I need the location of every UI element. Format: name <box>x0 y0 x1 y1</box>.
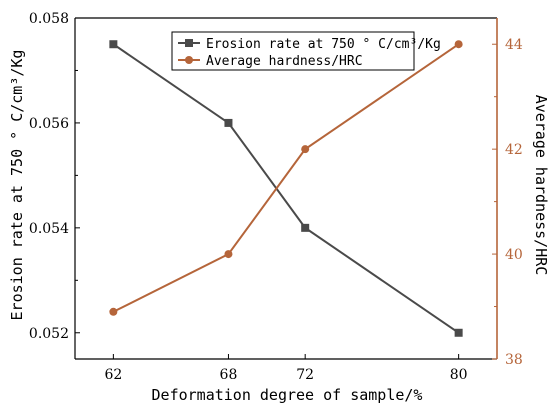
series-line-erosion-rate <box>112 43 460 334</box>
y-right-tick-label: 38 <box>505 352 523 368</box>
legend-box <box>171 31 415 71</box>
x-axis-label: Deformation degree of sample/% <box>152 386 423 404</box>
hardness-point <box>224 250 233 259</box>
left-axis: 0.052 0.054 0.056 0.058 <box>29 11 80 342</box>
x-tick-label: 80 <box>450 367 468 383</box>
x-tick-label: 72 <box>296 367 314 383</box>
y-left-axis-label: Erosion rate at 750 ° C/cm³/Kg <box>8 50 26 321</box>
erosion-rate-point <box>109 40 118 49</box>
erosion-rate-point <box>224 118 233 127</box>
legend-label: Erosion rate at 750 ° C/cm³/Kg <box>206 37 441 52</box>
legend-circle-marker <box>185 56 193 64</box>
erosion-rate-point <box>301 223 310 232</box>
y-right-tick-label: 40 <box>505 247 523 263</box>
hardness-point <box>109 307 118 316</box>
legend-label: Average hardness/HRC <box>206 54 363 69</box>
y-left-tick-label: 0.058 <box>29 11 69 27</box>
series-layer <box>109 40 463 337</box>
bottom-axis: 62 68 72 80 <box>104 354 468 383</box>
plot-frame <box>74 17 498 360</box>
y-right-tick-label: 44 <box>505 37 523 53</box>
x-tick-label: 68 <box>220 367 238 383</box>
legend: Erosion rate at 750 ° C/cm³/Kg Average ha… <box>171 31 441 71</box>
y-left-tick-label: 0.054 <box>29 221 69 237</box>
y-right-axis-label: Average hardness/HRC <box>532 95 550 276</box>
y-left-tick-label: 0.056 <box>29 116 69 132</box>
right-axis: 38 40 42 44 <box>492 37 523 368</box>
erosion-rate-point <box>454 328 463 337</box>
hardness-point <box>454 40 463 49</box>
x-tick-label: 62 <box>104 367 122 383</box>
y-left-tick-label: 0.052 <box>29 326 69 342</box>
series-line-hardness <box>112 43 460 313</box>
y-right-tick-label: 42 <box>505 142 523 158</box>
hardness-point <box>301 145 310 154</box>
legend-square-marker <box>185 39 193 47</box>
